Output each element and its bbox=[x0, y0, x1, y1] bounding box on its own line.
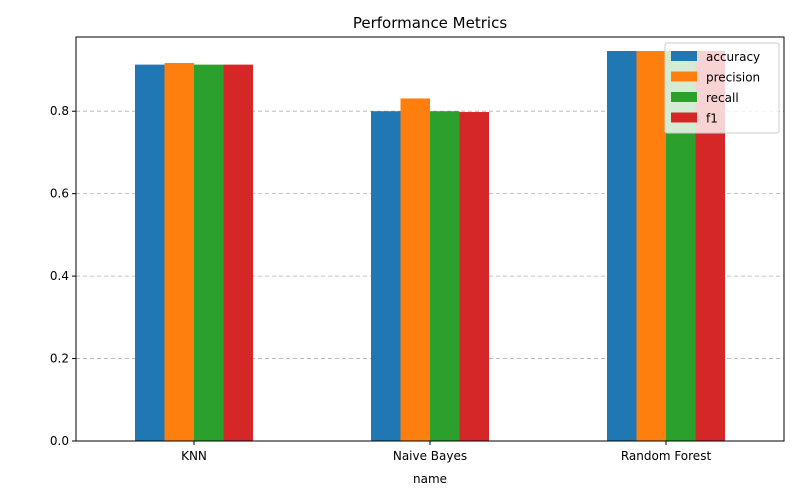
bar-precision bbox=[400, 98, 430, 441]
bar-f1 bbox=[223, 64, 253, 441]
legend-swatch-precision bbox=[671, 71, 697, 82]
bar-recall bbox=[430, 111, 460, 442]
x-tick-label: Random Forest bbox=[621, 449, 712, 463]
x-tick-label: KNN bbox=[181, 449, 207, 463]
legend-swatch-accuracy bbox=[671, 51, 697, 61]
legend-label-f1: f1 bbox=[706, 112, 718, 126]
bar-recall bbox=[194, 64, 224, 441]
legend-swatch-f1 bbox=[671, 112, 697, 123]
legend-box bbox=[664, 42, 780, 134]
x-axis-label: name bbox=[413, 472, 447, 486]
legend-label-recall: recall bbox=[706, 91, 739, 105]
y-axis: 0.0 0.2 0.4 0.6 0.8 bbox=[50, 104, 76, 448]
bar-precision bbox=[164, 62, 194, 441]
bar-accuracy bbox=[135, 64, 165, 441]
y-tick-label: 0.0 bbox=[50, 434, 69, 448]
x-axis: KNN Naive Bayes Random Forest bbox=[181, 441, 711, 463]
bar-f1 bbox=[459, 112, 489, 442]
y-tick-label: 0.8 bbox=[50, 104, 69, 118]
legend-label-accuracy: accuracy bbox=[706, 50, 760, 64]
y-tick-label: 0.6 bbox=[50, 187, 69, 201]
chart-title: Performance Metrics bbox=[353, 14, 507, 32]
bar-precision bbox=[636, 51, 666, 441]
bars bbox=[135, 51, 725, 442]
legend-swatch-recall bbox=[671, 92, 697, 102]
legend-label-precision: precision bbox=[706, 71, 760, 85]
legend: accuracy precision recall f1 bbox=[664, 42, 780, 134]
y-tick-label: 0.4 bbox=[50, 269, 69, 283]
bar-accuracy bbox=[371, 111, 401, 442]
bar-accuracy bbox=[607, 51, 637, 441]
y-tick-label: 0.2 bbox=[50, 352, 69, 366]
x-tick-label: Naive Bayes bbox=[393, 449, 467, 463]
